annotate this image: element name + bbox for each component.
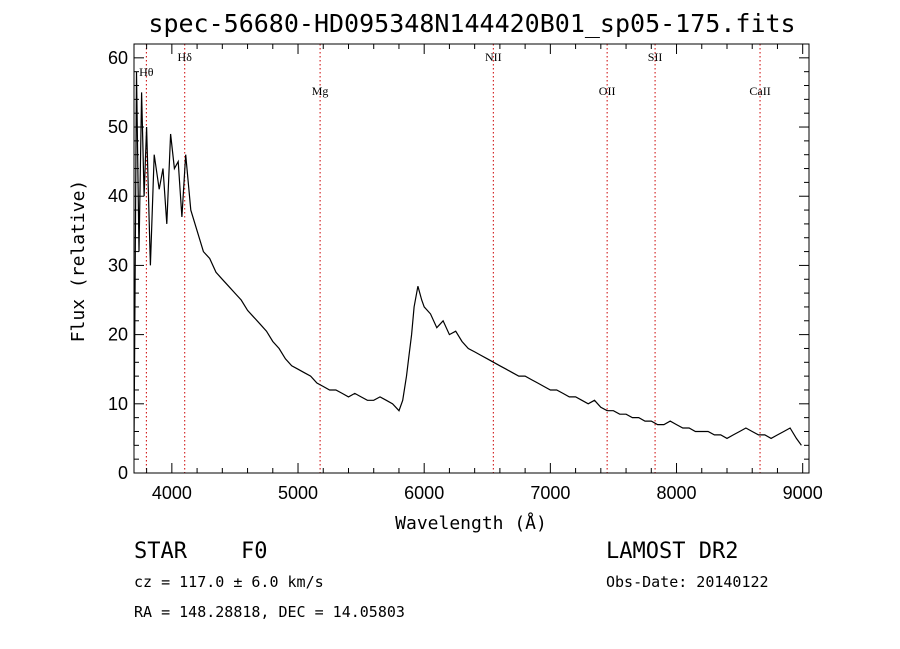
line-label: OII xyxy=(599,84,616,98)
line-label: Mg xyxy=(312,84,329,98)
line-label: NII xyxy=(485,50,502,64)
obs-date: Obs-Date: 20140122 xyxy=(606,573,769,591)
spectrum-line xyxy=(133,71,802,446)
x-tick-label: 6000 xyxy=(404,483,444,503)
coordinates: RA = 148.28818, DEC = 14.05803 xyxy=(134,603,405,621)
x-axis: 4000 5000 6000 7000 8000 9000 xyxy=(146,44,823,503)
y-tick-label: 60 xyxy=(108,48,128,68)
subclass: F0 xyxy=(241,539,268,564)
x-tick-label: 4000 xyxy=(152,483,192,503)
y-tick-label: 50 xyxy=(108,117,128,137)
object-type: STAR xyxy=(134,539,187,564)
x-tick-label: 7000 xyxy=(530,483,570,503)
redshift-text: cz = 117.0 ± 6.0 km/s xyxy=(134,573,324,591)
plot-frame xyxy=(133,43,810,474)
y-axis-label: Flux (relative) xyxy=(68,180,89,343)
chart-title: spec-56680-HD095348N144420B01_sp05-175.f… xyxy=(148,9,795,38)
x-axis-label: Wavelength (Å) xyxy=(395,512,547,534)
x-tick-label: 5000 xyxy=(278,483,318,503)
x-tick-label: 8000 xyxy=(656,483,696,503)
y-tick-label: 0 xyxy=(118,463,128,483)
y-axis: 0 10 20 30 40 50 60 xyxy=(108,43,809,483)
line-label: CaII xyxy=(749,84,770,98)
y-tick-label: 20 xyxy=(108,325,128,345)
x-tick-label: 9000 xyxy=(783,483,823,503)
y-tick-label: 40 xyxy=(108,186,128,206)
survey-name: LAMOST DR2 xyxy=(606,539,739,564)
line-label: Hθ xyxy=(139,65,154,79)
line-label: SII xyxy=(648,50,663,64)
y-tick-label: 30 xyxy=(108,255,128,275)
line-label: Hδ xyxy=(178,50,193,64)
line-markers: Hθ Hδ Mg NII OII SII CaII xyxy=(139,44,771,473)
y-tick-label: 10 xyxy=(108,394,128,414)
